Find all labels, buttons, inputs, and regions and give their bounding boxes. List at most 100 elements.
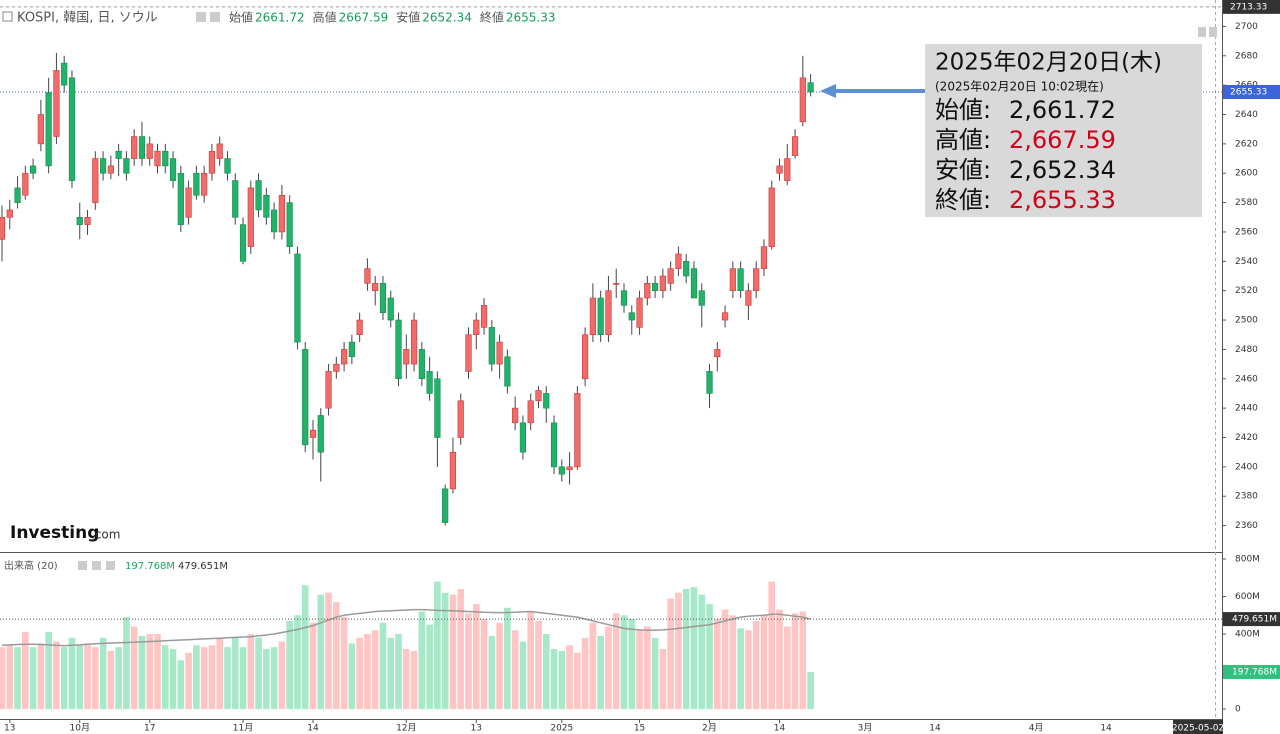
- icon[interactable]: [78, 561, 87, 570]
- candle-body: [504, 356, 511, 387]
- candle-body: [348, 341, 355, 358]
- x-tick-label: 17: [144, 724, 155, 734]
- volume-bar: [138, 635, 146, 710]
- candle-body: [22, 172, 29, 196]
- candle-body: [799, 77, 806, 123]
- volume-bar: [68, 637, 76, 710]
- candle-body: [263, 194, 270, 218]
- volume-bar: [729, 615, 737, 710]
- volume-bar: [270, 647, 278, 710]
- volume-bar: [286, 620, 293, 710]
- candle-body: [745, 290, 752, 306]
- volume-bar: [364, 634, 371, 710]
- volume-bar: [348, 643, 356, 710]
- volume-bar: [294, 615, 301, 710]
- candle-body: [92, 158, 99, 203]
- x-tick-label: 2025: [550, 724, 573, 734]
- volume-tick-label: 0: [1235, 705, 1241, 715]
- volume-ma-box: [1223, 612, 1280, 627]
- candle-body: [123, 158, 130, 174]
- candle-body: [138, 136, 146, 159]
- volume-bar: [325, 592, 332, 710]
- volume-bar: [465, 613, 472, 710]
- candle-body: [333, 363, 340, 372]
- icon[interactable]: [1209, 27, 1217, 37]
- y-tick-label: 2680: [1235, 51, 1258, 61]
- icon[interactable]: [106, 561, 115, 570]
- icon[interactable]: [210, 12, 220, 22]
- x-tick-label: 2月: [702, 723, 717, 734]
- candle-body: [582, 334, 589, 380]
- top-price-box: [1223, 0, 1280, 14]
- candle-body: [356, 319, 363, 336]
- header-label: 安値: [396, 10, 420, 25]
- volume-bar: [714, 619, 721, 710]
- volume-bar: [488, 635, 496, 710]
- candle-body: [597, 297, 604, 336]
- icon[interactable]: [196, 12, 206, 22]
- icon[interactable]: [92, 561, 101, 570]
- volume-bar: [224, 647, 231, 710]
- volume-bar: [706, 604, 713, 710]
- volume-bar: [605, 626, 612, 710]
- volume-bar: [535, 620, 542, 710]
- y-tick-label: 2580: [1235, 198, 1258, 208]
- candle-body: [216, 143, 223, 159]
- candle-body: [636, 297, 643, 328]
- candle-body: [426, 371, 433, 394]
- volume-bar: [768, 581, 776, 710]
- last-price-box: [1223, 85, 1280, 100]
- header-label: 始値: [229, 10, 253, 25]
- x-tick-label: 13: [4, 724, 15, 734]
- volume-bar: [403, 649, 410, 710]
- y-tick-label: 2520: [1235, 286, 1258, 296]
- volume-bar: [612, 613, 620, 710]
- x-tick-label: 4月: [1029, 723, 1044, 734]
- volume-name: 出来高 (20): [4, 559, 58, 572]
- collapse-icon[interactable]: [2, 11, 13, 22]
- volume-bar: [690, 587, 698, 710]
- volume-bar: [200, 647, 208, 710]
- candle-body: [154, 150, 161, 167]
- volume-ma-line: [1, 608, 811, 647]
- volume-bar: [177, 660, 185, 710]
- volume-bar: [752, 620, 760, 710]
- header-label: 高値: [313, 10, 337, 25]
- candle-body: [255, 180, 262, 211]
- volume-bar: [161, 645, 169, 710]
- candle-body: [535, 390, 542, 402]
- candle-body: [737, 268, 744, 291]
- candle-body: [706, 371, 713, 394]
- candle-body: [309, 429, 317, 438]
- volume-bar: [263, 649, 270, 710]
- volume-bar: [356, 637, 363, 710]
- volume-bar: [107, 650, 115, 710]
- candle-body: [651, 283, 659, 291]
- info-sep: :: [983, 156, 991, 184]
- volume-bar: [558, 650, 566, 710]
- y-tick-label: 2440: [1235, 404, 1258, 414]
- info-sep: :: [983, 96, 991, 124]
- candle-body: [714, 349, 721, 358]
- volume-bar: [620, 615, 628, 710]
- volume-bar: [418, 611, 426, 710]
- icon[interactable]: [1198, 27, 1206, 37]
- volume-bar: [589, 622, 597, 710]
- volume-bar: [169, 649, 177, 710]
- candle-body: [465, 334, 472, 372]
- candle-body: [683, 261, 690, 277]
- volume-bar: [317, 594, 325, 710]
- candle-body: [512, 407, 519, 424]
- volume-bar: [37, 643, 45, 710]
- candle-body: [698, 290, 705, 306]
- candle-body: [613, 283, 620, 285]
- candle-body: [146, 143, 153, 159]
- candle-body: [68, 77, 76, 181]
- candle-body: [753, 268, 760, 291]
- x-tick-label: 15: [634, 724, 645, 734]
- y-tick-label: 2640: [1235, 110, 1258, 120]
- candle-body: [162, 150, 169, 167]
- y-tick-label: 2600: [1235, 169, 1258, 179]
- volume-bar: [737, 628, 744, 710]
- candle-body: [628, 312, 635, 321]
